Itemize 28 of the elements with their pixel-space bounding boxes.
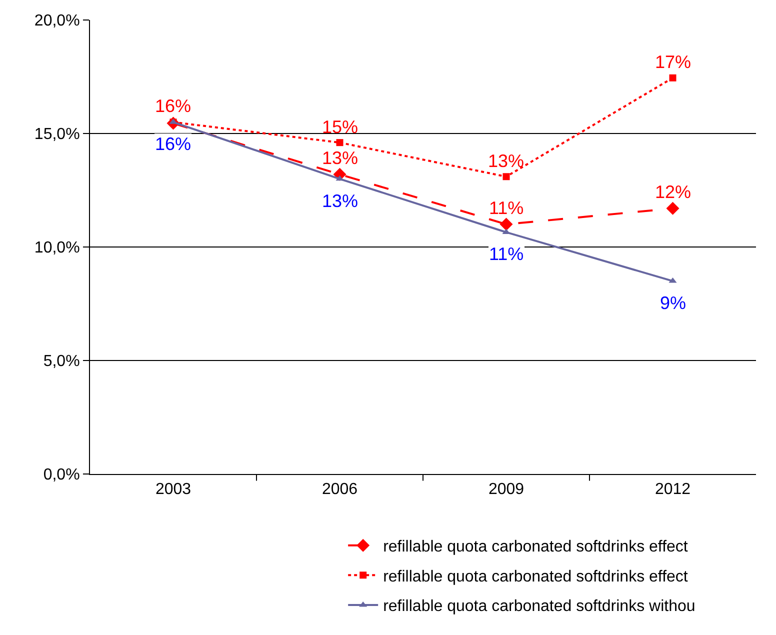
x-tick-label: 2009 <box>488 481 524 498</box>
data-label: 16% <box>155 96 192 116</box>
data-label: 15% <box>322 117 358 137</box>
y-tick-label: 5,0% <box>43 353 80 370</box>
data-label: 9% <box>660 293 686 313</box>
data-label: 16% <box>155 134 192 154</box>
y-tick-label: 0,0% <box>43 466 80 484</box>
data-label: 17% <box>655 52 692 72</box>
legend-label: refillable quota carbonated softdrinks effect <box>383 538 688 556</box>
point <box>336 139 344 146</box>
legend-label: refillable quota carbonated softdrinks effect <box>383 568 688 586</box>
point <box>502 173 510 180</box>
point <box>666 202 680 215</box>
data-label: 11% <box>489 198 524 218</box>
data-label: 12% <box>655 182 692 202</box>
point <box>500 218 513 231</box>
y-tick-label: 20,0% <box>34 12 80 30</box>
data-label: 11% <box>489 244 524 264</box>
data-label: 13% <box>322 191 358 211</box>
data-label: 13% <box>322 148 358 168</box>
x-tick-label: 2006 <box>322 481 358 498</box>
point <box>669 74 676 82</box>
data-label: 13% <box>488 151 524 171</box>
legend-label: refillable quota carbonated softdrinks withou <box>383 598 696 616</box>
y-tick-label: 15,0% <box>34 126 80 144</box>
x-tick-label: 2012 <box>654 481 691 498</box>
y-tick-label: 10,0% <box>34 240 80 257</box>
x-tick-label: 2003 <box>155 481 192 498</box>
